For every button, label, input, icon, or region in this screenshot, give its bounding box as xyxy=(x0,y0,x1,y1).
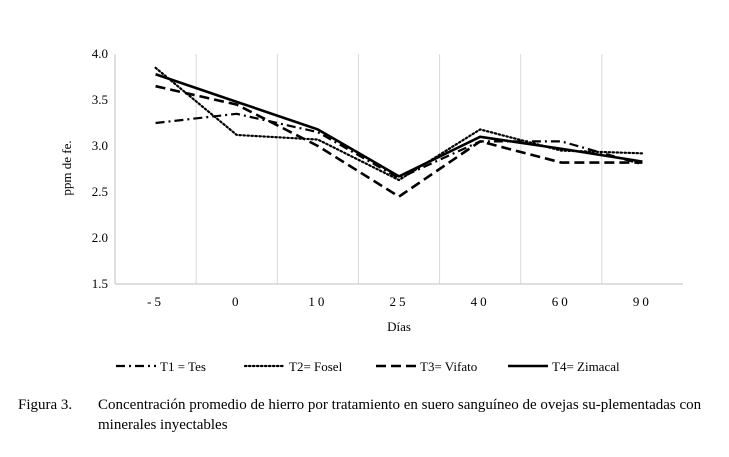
figure-caption-text: Concentración promedio de hierro por tra… xyxy=(98,397,702,433)
y-axis-label: ppm de fe. xyxy=(59,140,74,195)
legend-label: T4= Zimacal xyxy=(552,359,620,374)
y-tick-label: 3.5 xyxy=(92,92,108,107)
x-tick-label: 10 xyxy=(308,294,327,309)
series-line xyxy=(155,73,643,178)
y-tick-label: 2.0 xyxy=(92,230,108,245)
legend-label: T2= Fosel xyxy=(289,359,343,374)
y-tick-label: 1.5 xyxy=(92,276,108,291)
legend-label: T3= Vifato xyxy=(420,359,477,374)
iron-concentration-chart: 1.5 2.0 2.5 3.0 3.5 4.0 -5 0 10 25 40 60 90 Días pp… xyxy=(59,46,683,374)
series-line xyxy=(154,66,644,182)
legend: T1 = Tes T2= Fosel T3= Vifato T4= Zimacal xyxy=(116,359,620,374)
x-tick-label: 40 xyxy=(471,294,490,309)
x-tick-label: 0 xyxy=(232,294,242,309)
y-tick-label: 3.0 xyxy=(92,138,108,153)
legend-label: T1 = Tes xyxy=(160,359,206,374)
series-line xyxy=(155,112,643,180)
x-tick-labels: -5 0 10 25 40 60 90 xyxy=(147,294,652,309)
figure-number: Figura 3. xyxy=(18,397,73,413)
series-lines xyxy=(154,66,644,198)
x-tick-label: -5 xyxy=(147,294,164,309)
y-tick-label: 2.5 xyxy=(92,184,108,199)
y-tick-labels: 1.5 2.0 2.5 3.0 3.5 4.0 xyxy=(92,46,108,291)
y-tick-label: 4.0 xyxy=(92,46,108,61)
axes xyxy=(114,54,683,285)
x-axis-label: Días xyxy=(387,319,411,334)
x-tick-label: 60 xyxy=(552,294,571,309)
series-line xyxy=(155,84,643,198)
grid-lines xyxy=(195,54,603,284)
x-tick-label: 25 xyxy=(390,294,409,309)
x-tick-label: 90 xyxy=(633,294,652,309)
